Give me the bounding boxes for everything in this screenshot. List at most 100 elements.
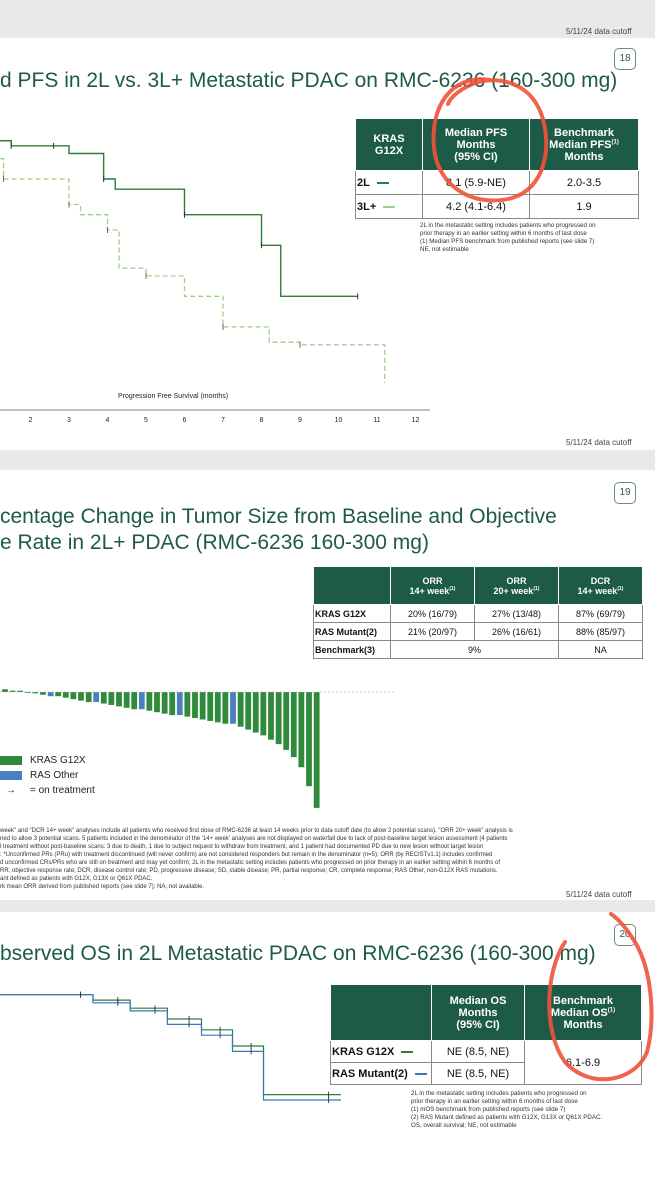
waterfall-bar xyxy=(222,691,229,724)
waterfall-bar xyxy=(138,691,145,710)
waterfall-legend: KRAS G12X RAS Other → = on treatment xyxy=(0,753,95,798)
legend-ras-other-label: RAS Other xyxy=(30,770,79,781)
waterfall-bar xyxy=(108,691,115,706)
waterfall-bar xyxy=(176,691,183,716)
waterfall-bar xyxy=(115,691,123,707)
waterfall-bar xyxy=(169,691,176,716)
os-table: Median OS Months (95% CI) Benchmark Median … xyxy=(330,984,642,1085)
pfs-footnotes: 2L in the metastatic setting includes pa… xyxy=(420,222,596,254)
pfs-table-header-benchmark: Benchmark Median PFS(1) Months xyxy=(529,118,639,171)
os-note: (2) RAS Mutant defined as patients with … xyxy=(411,1114,603,1121)
pfs-x-tick-label: 5 xyxy=(144,417,148,424)
orr-note: l treatment without post-baseline scans:… xyxy=(0,844,484,850)
pfs-table-row: 2L 8.1 (5.9-NE) 2.0-3.5 xyxy=(355,170,639,195)
pfs-row-label-3l: 3L+ xyxy=(355,194,423,219)
waterfall-chart xyxy=(0,689,395,809)
orr-footnotes: week" and "DCR 14+ week" analyses includ… xyxy=(0,827,513,891)
pfs-x-tick-label: 4 xyxy=(106,417,110,424)
orr-note: ant defined as patients with G12X, G13X … xyxy=(0,876,153,882)
waterfall-bar xyxy=(32,691,39,694)
os-table-header-benchmark: Benchmark Median OS(1) Months xyxy=(524,984,642,1041)
orr-cell: 88% (85/97) xyxy=(558,622,643,641)
os-row-label-kras: KRAS G12X xyxy=(330,1040,432,1063)
slide-19: 19 centage Change in Tumor Size from Bas… xyxy=(0,470,655,900)
waterfall-bar xyxy=(283,691,290,751)
waterfall-bar xyxy=(24,691,31,694)
waterfall-bar xyxy=(1,689,9,693)
os-note: (1) mOS benchmark from published reports… xyxy=(411,1106,566,1113)
orr-note: RR, objective response rate; DCR, diseas… xyxy=(0,868,498,874)
os-table-header-blank xyxy=(330,984,432,1041)
dcr-benchmark-value: NA xyxy=(558,640,643,659)
orr-table: ORR 14+ week(1) ORR 20+ week(1) DCR 14+ wee… xyxy=(313,566,643,659)
waterfall-bar xyxy=(62,691,69,698)
orr-note: ned to allow 3 potential scans. 5 patien… xyxy=(0,836,508,842)
os-table-row: KRAS G12X NE (8.5, NE) 6.1-6.9 xyxy=(330,1040,642,1085)
slide-19-title-line1: centage Change in Tumor Size from Baseli… xyxy=(0,505,557,528)
pfs-x-axis-label: Progression Free Survival (months) xyxy=(118,393,229,400)
page-number-19: 19 xyxy=(614,482,636,504)
os-table-header-median: Median OS Months (95% CI) xyxy=(431,984,525,1041)
legend-kras-label: KRAS G12X xyxy=(30,755,86,766)
pfs-row-label-2l: 2L xyxy=(355,170,423,195)
orr-table-header-dcr14: DCR 14+ week(1) xyxy=(558,566,643,605)
orr-table-header-orr20: ORR 20+ week(1) xyxy=(474,566,559,605)
pfs-2l-benchmark: 2.0-3.5 xyxy=(529,170,639,195)
waterfall-bar xyxy=(290,691,297,758)
waterfall-bar xyxy=(245,691,252,730)
arrow-right-icon: → xyxy=(6,785,16,796)
os-kras-median: NE (8.5, NE) xyxy=(431,1040,525,1063)
orr-row-label: KRAS G12X xyxy=(313,604,391,623)
os-table-row: RAS Mutant(2) NE (8.5, NE) xyxy=(330,1062,642,1085)
orr-note: : *Unconfirmed PRs (PRu) with treatment … xyxy=(0,852,493,858)
slide-20-title: bserved OS in 2L Metastatic PDAC on RMC-… xyxy=(0,942,596,965)
pfs-table-header-kras: KRAS G12X xyxy=(355,118,423,171)
pfs-x-tick-label: 3 xyxy=(67,417,71,424)
legend-on-treatment-label: = on treatment xyxy=(30,785,95,796)
slide-18-title: d PFS in 2L vs. 3L+ Metastatic PDAC on R… xyxy=(0,69,618,92)
waterfall-bar xyxy=(70,691,77,700)
slide-20: 20 bserved OS in 2L Metastatic PDAC on R… xyxy=(0,912,655,1200)
waterfall-bar xyxy=(153,691,161,713)
waterfall-bar xyxy=(85,691,92,703)
pfs-table: KRAS G12X Median PFS Months (95% CI) Benchm… xyxy=(355,118,639,219)
orr-table-header-blank xyxy=(313,566,391,605)
os-series-line-ras xyxy=(0,994,341,1101)
orr-benchmark-value: 9% xyxy=(390,640,559,659)
waterfall-bar xyxy=(260,691,267,736)
data-cutoff-slide-19: 5/11/24 data cutoff xyxy=(566,890,632,899)
page-number-20: 20 xyxy=(614,924,636,946)
waterfall-bar xyxy=(313,691,320,809)
waterfall-bar xyxy=(123,691,130,709)
orr-note: week" and "DCR 14+ week" analyses includ… xyxy=(0,828,513,834)
legend-swatch-ras-other xyxy=(0,771,22,780)
os-footnotes: 2L in the metastatic setting includes pa… xyxy=(411,1090,602,1130)
data-cutoff-top: 5/11/24 data cutoff xyxy=(566,27,632,36)
orr-cell: 26% (16/61) xyxy=(474,622,559,641)
os-ras-median: NE (8.5, NE) xyxy=(431,1062,525,1085)
os-row-label-ras: RAS Mutant(2) xyxy=(330,1062,432,1085)
waterfall-bar xyxy=(131,691,138,710)
waterfall-bar xyxy=(55,691,62,697)
orr-table-header-orr14: ORR 14+ week(1) xyxy=(390,566,475,605)
pfs-x-tick-label: 11 xyxy=(373,417,380,424)
waterfall-bar xyxy=(207,691,214,722)
pfs-x-tick-label: 10 xyxy=(335,417,343,424)
pfs-note: 2L in the metastatic setting includes pa… xyxy=(420,222,596,229)
pfs-3l-benchmark: 1.9 xyxy=(529,194,639,219)
pfs-2l-median: 8.1 (5.9-NE) xyxy=(422,170,530,195)
pfs-series-line-2l xyxy=(0,140,358,297)
orr-table-row: KRAS G12X 20% (16/79) 27% (13/48) 87% (6… xyxy=(313,604,643,623)
orr-cell: 87% (69/79) xyxy=(558,604,643,623)
waterfall-bar xyxy=(267,691,275,740)
page-number-18: 18 xyxy=(614,48,636,70)
pfs-x-tick-label: 2 xyxy=(29,417,33,424)
os-benchmark: 6.1-6.9 xyxy=(524,1040,642,1085)
data-cutoff-slide-18: 5/11/24 data cutoff xyxy=(566,438,632,447)
waterfall-bar xyxy=(237,691,244,727)
orr-note: d unconfirmed CRs/PRs who are still on t… xyxy=(0,860,501,866)
orr-table-row: RAS Mutant(2) 21% (20/97) 26% (16/61) 88… xyxy=(313,622,643,641)
os-note: 2L in the metastatic setting includes pa… xyxy=(411,1090,587,1097)
pfs-series-line-3l xyxy=(0,157,386,383)
orr-row-label: RAS Mutant(2) xyxy=(313,622,391,641)
